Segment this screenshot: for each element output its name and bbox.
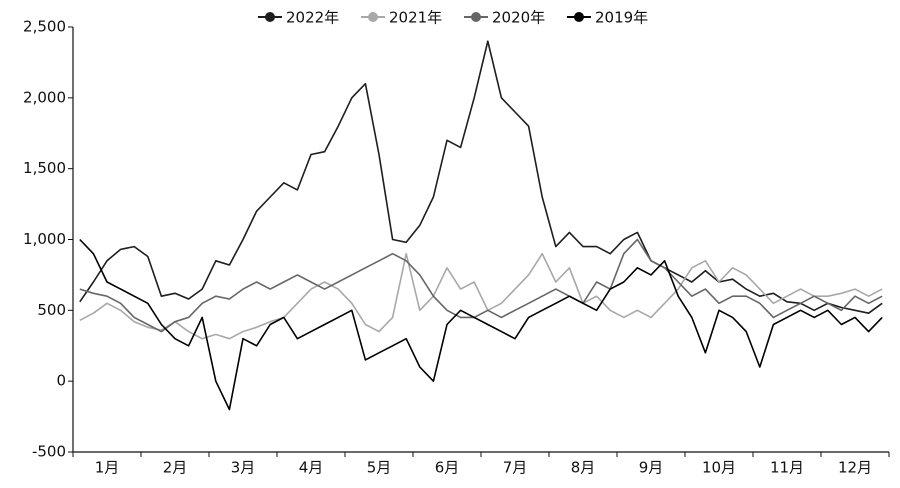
x-tick-label: 5月 [367,459,392,477]
legend-marker [471,12,481,22]
y-tick-label: 1,000 [23,230,66,248]
x-tick-label: 3月 [231,459,256,477]
y-tick-label: 2,000 [23,88,66,106]
series-line [79,238,883,333]
y-tick-label: 500 [37,301,66,319]
x-tick-label: 11月 [770,459,804,477]
legend-label: 2019年 [595,9,648,27]
x-tick-label: 9月 [639,459,664,477]
x-tick-label: 6月 [435,459,460,477]
y-tick-label: 1,500 [23,159,66,177]
x-tick-label: 4月 [299,459,324,477]
y-tick-label: -500 [32,443,66,461]
legend-marker [368,12,378,22]
series-line [79,238,883,411]
y-tick-label: 2,500 [23,18,66,36]
x-tick-label: 10月 [702,459,736,477]
legend-label: 2020年 [492,9,545,27]
legend-marker [574,12,584,22]
legend-marker [265,12,275,22]
y-tick-label: 0 [56,372,66,390]
x-tick-label: 12月 [838,459,872,477]
series-line [79,252,883,340]
x-tick-label: 7月 [503,459,528,477]
x-tick-label: 8月 [571,459,596,477]
x-tick-label: 1月 [95,459,120,477]
series-line [79,40,883,314]
legend-label: 2022年 [286,9,339,27]
legend-label: 2021年 [389,9,442,27]
x-tick-label: 2月 [163,459,188,477]
